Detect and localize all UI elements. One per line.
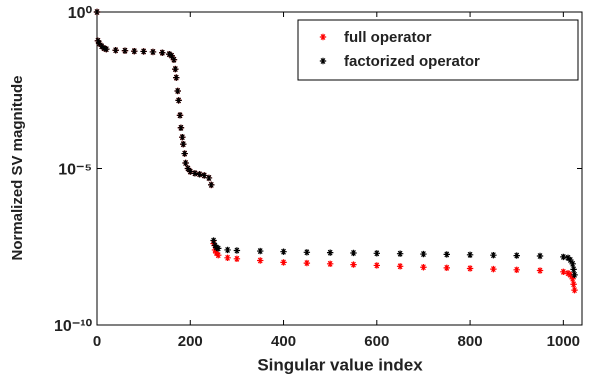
marker xyxy=(210,237,217,244)
marker xyxy=(567,271,574,279)
marker xyxy=(208,181,215,189)
x-axis-label: Singular value index xyxy=(257,355,423,374)
marker xyxy=(571,271,578,279)
marker xyxy=(564,270,572,277)
marker xyxy=(466,251,474,258)
marker xyxy=(166,50,173,58)
marker xyxy=(179,134,186,141)
marker xyxy=(396,250,404,257)
marker xyxy=(191,170,199,177)
x-tick-label: 0 xyxy=(93,333,101,350)
marker xyxy=(168,52,175,59)
marker xyxy=(201,172,208,179)
marker xyxy=(215,245,222,252)
marker xyxy=(98,43,105,50)
marker xyxy=(490,265,497,273)
marker xyxy=(177,124,185,131)
marker xyxy=(174,87,181,95)
marker xyxy=(205,174,213,182)
marker xyxy=(280,259,287,266)
marker xyxy=(196,171,203,178)
marker xyxy=(420,264,427,271)
marker xyxy=(560,268,567,276)
marker xyxy=(443,264,450,272)
marker xyxy=(182,159,189,167)
marker xyxy=(536,267,544,274)
marker xyxy=(215,251,222,259)
marker xyxy=(159,49,166,56)
marker xyxy=(233,247,241,254)
marker xyxy=(560,253,567,261)
marker xyxy=(121,47,129,54)
marker xyxy=(175,97,182,104)
marker xyxy=(100,44,108,52)
marker xyxy=(570,266,577,273)
marker xyxy=(176,112,184,119)
y-tick-label: 10⁰ xyxy=(68,5,93,22)
marker xyxy=(172,65,179,73)
marker xyxy=(396,263,404,270)
legend-box xyxy=(297,19,579,81)
legend-marker xyxy=(319,57,327,65)
marker xyxy=(373,250,381,257)
marker xyxy=(213,244,220,251)
marker xyxy=(571,286,578,294)
marker xyxy=(257,247,264,255)
marker xyxy=(184,165,192,172)
marker xyxy=(257,257,264,264)
y-axis-label: Normalized SV magnitude xyxy=(9,75,26,260)
marker xyxy=(373,262,381,269)
y-tick-label: 10⁻¹⁰ xyxy=(54,318,93,335)
legend-marker xyxy=(319,33,327,41)
marker xyxy=(303,249,311,256)
marker xyxy=(181,150,188,157)
legend-label: full operator xyxy=(344,29,432,46)
marker xyxy=(187,168,194,175)
x-tick-label: 200 xyxy=(178,333,203,350)
marker xyxy=(233,255,241,263)
marker xyxy=(280,248,287,255)
marker xyxy=(131,47,138,55)
marker xyxy=(93,8,101,16)
y-tick-label: 10⁻⁵ xyxy=(58,162,92,179)
marker xyxy=(170,56,178,63)
marker xyxy=(513,266,520,274)
marker xyxy=(326,249,334,256)
marker xyxy=(224,254,231,262)
marker xyxy=(513,252,520,259)
marker xyxy=(326,260,334,268)
marker xyxy=(564,254,572,262)
x-tick-label: 1000 xyxy=(547,333,580,350)
marker xyxy=(567,256,574,264)
marker xyxy=(103,45,110,53)
x-tick-label: 400 xyxy=(271,333,296,350)
marker xyxy=(569,275,576,282)
marker xyxy=(570,281,577,288)
marker xyxy=(350,249,357,257)
x-tick-label: 800 xyxy=(458,333,483,350)
marker xyxy=(303,259,311,267)
marker xyxy=(466,265,474,272)
x-tick-label: 600 xyxy=(364,333,389,350)
marker xyxy=(490,251,497,259)
marker xyxy=(173,74,180,81)
marker xyxy=(569,260,576,268)
marker xyxy=(350,261,357,268)
marker xyxy=(536,252,544,260)
legend-label: factorized operator xyxy=(344,53,480,70)
marker xyxy=(149,48,157,56)
marker xyxy=(420,250,427,258)
marker xyxy=(96,40,103,47)
marker xyxy=(112,47,119,54)
marker xyxy=(140,48,147,55)
marker xyxy=(180,140,187,148)
marker xyxy=(224,246,231,254)
marker xyxy=(443,251,450,258)
